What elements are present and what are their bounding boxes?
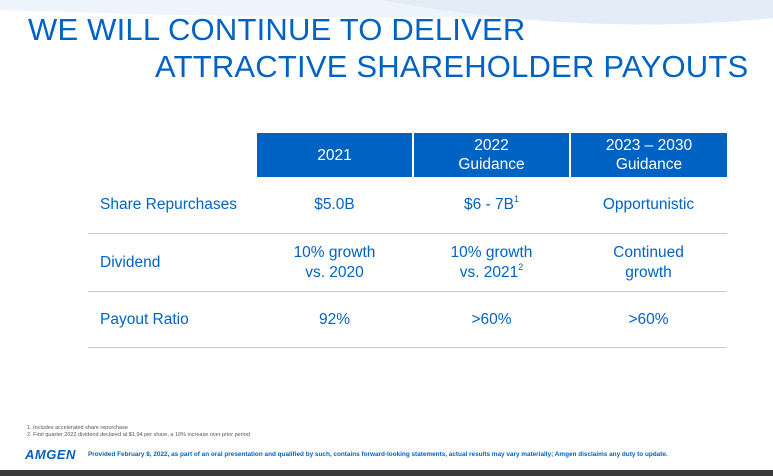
cell-dividend-2023-2030: Continued growth [570,233,727,292]
title-line-2: ATTRACTIVE SHAREHOLDER PAYOUTS [155,49,749,84]
header-2023-2030-label: Guidance [615,156,683,173]
footnote-2: 2. First quarter 2022 dividend declared … [27,432,250,438]
slide-title: WE WILL CONTINUE TO DELIVER ATTRACTIVE S… [0,0,773,100]
legal-disclaimer: Provided February 8, 2022, as part of an… [88,451,668,458]
cell-dividend-2022-line1: 10% growth [450,243,533,261]
cell-payout-2021: 92% [256,291,413,348]
header-row: 2021 2022 Guidance 2023 – 2030 Guidance [88,133,727,177]
cell-repurchases-2022-value: $6 - 7B [464,196,514,213]
header-2021-label: 2021 [317,146,352,164]
cell-dividend-2021-line1: 10% growth [293,243,376,261]
header-2023-2030-guidance: 2023 – 2030 Guidance [569,133,727,177]
table-row-dividend: Dividend 10% growth vs. 2020 10% growth … [88,233,727,292]
cell-dividend-2023-line2: growth [625,263,672,281]
footnote-ref-2: 2 [518,261,524,272]
row-label-dividend: Dividend [88,233,256,292]
cell-dividend-2023-line1: Continued [613,243,684,261]
cell-dividend-2022-line2: vs. 2021 [459,263,519,281]
header-blank-cell [88,133,256,177]
title-line-1: WE WILL CONTINUE TO DELIVER [28,12,526,47]
header-2022-guidance: 2022 Guidance [412,133,570,177]
header-2022-year: 2022 [474,137,509,154]
amgen-logo: AMGEN [25,447,76,462]
footnote-ref-1: 1 [513,194,519,204]
header-2021: 2021 [255,133,413,177]
cell-payout-2022: >60% [413,291,570,348]
shareholder-payout-table: 2021 2022 Guidance 2023 – 2030 Guidance … [88,133,727,348]
cell-payout-2023-2030: >60% [570,291,727,348]
cell-repurchases-2021: $5.0B [256,177,413,234]
cell-dividend-2021-line2: vs. 2020 [305,263,364,281]
header-2023-2030-years: 2023 – 2030 [605,137,693,154]
background-swoosh [0,0,773,25]
cell-dividend-2021: 10% growth vs. 2020 [256,233,413,292]
header-2022-label: Guidance [458,156,525,173]
footnote-1: 1. Includes accelerated share repurchase [27,425,128,431]
cell-repurchases-2022: $6 - 7B1 [413,177,570,234]
table-row-share-repurchases: Share Repurchases $5.0B $6 - 7B1 Opportu… [88,177,727,234]
row-label-share-repurchases: Share Repurchases [88,177,256,234]
table-row-payout-ratio: Payout Ratio 92% >60% >60% [88,291,727,348]
row-label-payout-ratio: Payout Ratio [88,291,256,348]
bottom-rule [0,470,773,476]
cell-repurchases-2023-2030: Opportunistic [570,177,727,234]
cell-dividend-2022: 10% growth vs. 20212 [413,233,570,292]
